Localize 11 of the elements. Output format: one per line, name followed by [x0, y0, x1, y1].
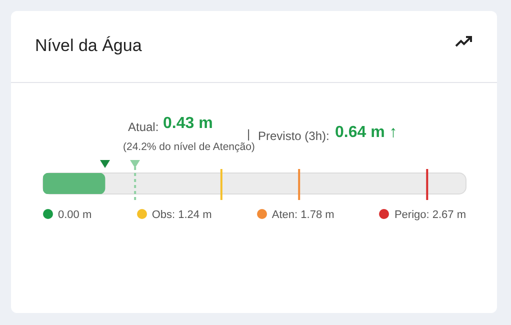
text: 0.64 m ↑	[335, 124, 398, 142]
text: 0.43 m	[163, 115, 213, 133]
text: Previsto (3h):	[258, 129, 330, 143]
chart-title: Nível da Água	[35, 36, 142, 56]
ref-line-label: Aten: 1.78 m	[270, 209, 334, 221]
text: |	[247, 127, 250, 141]
text: (24.2% do nível de Atenção)	[123, 141, 255, 153]
text: 0.00 m	[57, 209, 92, 221]
text: Atual:	[128, 120, 159, 134]
legend-label: Obs: 1.24 m	[150, 209, 212, 221]
ref-line-label: Perigo: 2.67 m	[393, 209, 466, 221]
